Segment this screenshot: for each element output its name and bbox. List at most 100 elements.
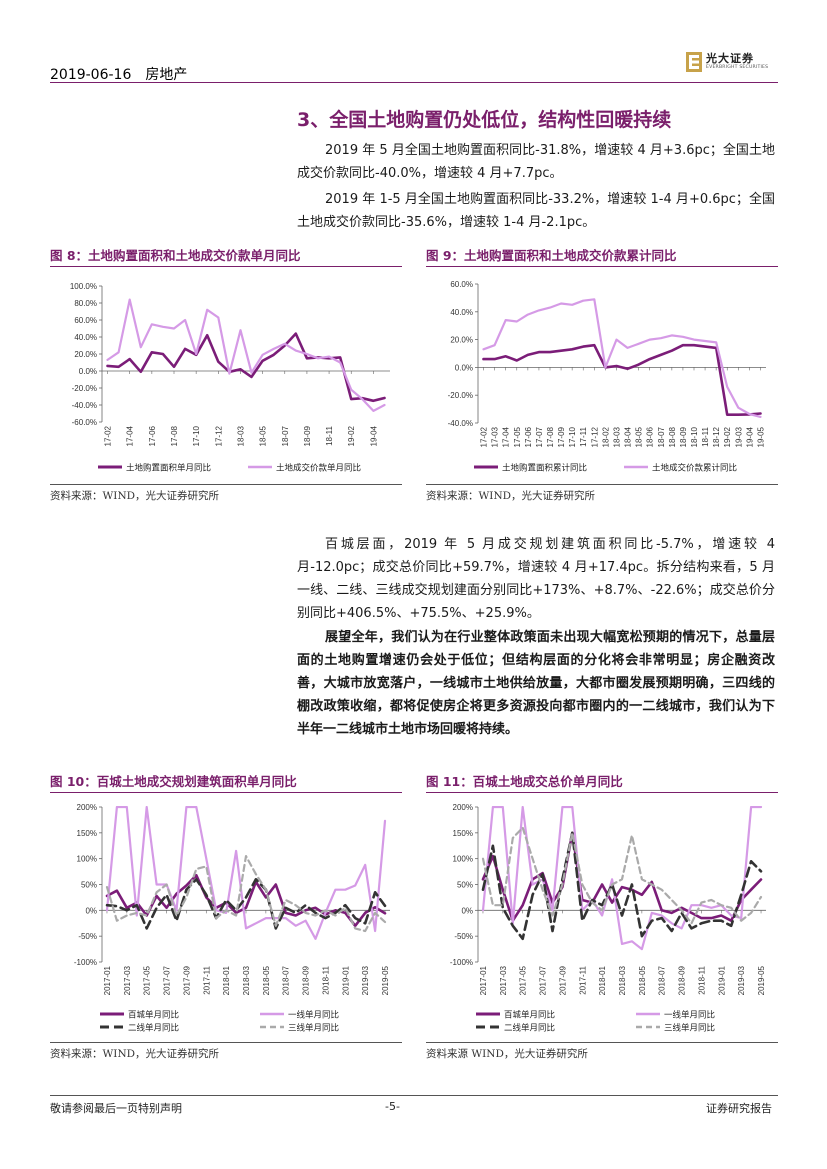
x-tick-label: 18-05: [635, 426, 644, 447]
x-tick-label: 17-05: [513, 426, 522, 447]
figure-10-chart: -100% -50% 0% 50% 100% 150% 200% 2017-01 2017-03…: [74, 803, 390, 1033]
x-tick-label: 2018-07: [658, 965, 667, 995]
x-tick-label: 2017-11: [578, 965, 587, 994]
figure-10-source: 资料来源：WIND，光大证券研究所: [50, 1048, 220, 1060]
x-tick-label: 17-06: [148, 425, 157, 446]
x-tick-label: 18-07: [657, 426, 666, 447]
y-tick-label: 150%: [453, 829, 473, 838]
y-tick-label: -20.0%: [72, 384, 97, 393]
x-tick-label: 2019-03: [737, 965, 746, 995]
x-tick-label: 2017-09: [558, 965, 567, 995]
y-tick-label: 0.0%: [79, 367, 97, 376]
series-line: [105, 854, 387, 933]
x-tick-label: 2019-03: [361, 965, 370, 995]
y-tick-label: 150%: [77, 829, 97, 838]
x-tick-label: 18-09: [679, 426, 688, 447]
company-logo: 光大证券 EVERBRIGHT SECURITIES: [686, 52, 768, 72]
x-tick-label: 18-07: [281, 425, 290, 446]
x-tick-label: 19-02: [723, 426, 732, 447]
x-tick-label: 19-04: [745, 426, 754, 447]
logo-icon: [686, 52, 702, 72]
x-tick-label: 2018-11: [321, 965, 330, 994]
x-tick-label: 2018-03: [618, 965, 627, 995]
logo-name-cn: 光大证券: [706, 52, 754, 66]
series-line: [482, 298, 762, 418]
y-tick-label: -50%: [454, 932, 473, 941]
x-tick-label: 17-02: [104, 425, 113, 446]
x-tick-label: 2019-05: [757, 965, 766, 995]
x-tick-label: 17-04: [502, 426, 511, 447]
legend-label: 土地购置面积累计同比: [502, 463, 587, 473]
x-tick-label: 2018-01: [598, 965, 607, 995]
y-tick-label: 200%: [77, 803, 97, 812]
y-tick-label: 100%: [453, 855, 473, 864]
x-tick-label: 18-08: [668, 426, 677, 447]
series-line: [105, 873, 387, 928]
y-tick-label: 200%: [453, 803, 473, 812]
legend-label: 百城单月同比: [128, 1010, 179, 1020]
x-tick-label: 2017-01: [479, 965, 488, 995]
y-tick-label: 20.0%: [74, 350, 97, 359]
y-tick-label: 20.0%: [450, 336, 473, 345]
x-tick-label: 17-12: [590, 426, 599, 447]
x-tick-label: 17-10: [192, 425, 201, 446]
y-tick-label: 0%: [85, 906, 97, 915]
figure-11-chart: -100% -50% 0% 50% 100% 150% 200% 2017-01 2017-03…: [450, 803, 766, 1033]
x-tick-label: 18-03: [612, 426, 621, 447]
legend-label: 百城单月同比: [504, 1010, 555, 1020]
figure-9-bottom-rule: [426, 484, 778, 485]
x-tick-label: 19-03: [734, 426, 743, 447]
figure-8-title: 图 8：土地购置面积和土地成交价款单月同比: [50, 248, 301, 263]
x-tick-label: 2017-03: [123, 965, 132, 995]
x-tick-label: 18-10: [690, 426, 699, 447]
y-tick-label: 40.0%: [74, 333, 97, 342]
figure-9-source: 资料来源：WIND，光大证券研究所: [426, 490, 596, 502]
x-tick-label: 2017-07: [539, 965, 548, 995]
x-tick-label: 17-04: [126, 425, 135, 446]
paragraph-hundred-cities: 百城层面，2019 年 5 月成交规划建筑面积同比-5.7%，增速较 4 月-1…: [297, 533, 775, 625]
figure-9-top-rule: [426, 266, 778, 267]
section-title: 3、全国土地购置仍处低位，结构性回暖持续: [297, 109, 672, 131]
x-tick-label: 19-05: [756, 426, 765, 447]
x-tick-label: 2019-01: [341, 965, 350, 995]
footer-report-type: 证券研究报告: [706, 1102, 772, 1115]
report-category: 房地产: [145, 67, 188, 83]
y-tick-label: 100%: [77, 855, 97, 864]
y-tick-label: 50%: [457, 881, 473, 890]
figure-8-bottom-rule: [50, 484, 402, 485]
y-tick-label: 60.0%: [450, 280, 473, 289]
x-tick-label: 2017-07: [163, 965, 172, 995]
legend-label: 一线单月同比: [664, 1010, 715, 1020]
figure-11-source: 资料来源 WIND，光大证券研究所: [426, 1048, 588, 1060]
x-tick-label: 2017-11: [202, 965, 211, 994]
x-tick-label: 18-02: [601, 426, 610, 447]
report-header: 2019-06-16 房地产: [50, 64, 201, 84]
x-tick-label: 17-03: [491, 426, 500, 447]
paragraph-national-cumulative: 2019 年 1-5 月全国土地购置面积同比-33.2%，增速较 1-4 月+0…: [297, 188, 775, 234]
x-tick-label: 2017-01: [103, 965, 112, 995]
x-tick-label: 17-02: [480, 426, 489, 447]
x-tick-label: 2018-07: [282, 965, 291, 995]
y-tick-label: -40.0%: [72, 401, 97, 410]
legend-label: 二线单月同比: [504, 1023, 555, 1033]
x-tick-label: 2018-01: [222, 965, 231, 995]
series-line: [106, 332, 386, 403]
x-tick-label: 18-09: [303, 425, 312, 446]
footer-disclaimer-link[interactable]: 敬请参阅最后一页特别声明: [50, 1102, 182, 1115]
figure-9-chart: -40.0%-20.0%0.0%20.0%40.0%60.0%17-02 17-0…: [448, 280, 766, 473]
y-tick-label: -40.0%: [448, 419, 473, 428]
series-line: [481, 831, 763, 922]
legend-label: 三线单月同比: [664, 1023, 715, 1033]
legend-label: 土地成交价款累计同比: [652, 463, 737, 473]
x-tick-label: 19-04: [369, 425, 378, 446]
y-tick-label: 80.0%: [74, 299, 97, 308]
figure-11-top-rule: [426, 792, 778, 793]
x-tick-label: 2018-09: [678, 965, 687, 995]
x-tick-label: 2017-09: [182, 965, 191, 995]
x-tick-label: 18-05: [259, 425, 268, 446]
figure-8-source: 资料来源：WIND，光大证券研究所: [50, 490, 220, 502]
series-line: [481, 806, 763, 951]
paragraph-text: 展望全年，我们认为在行业整体政策面未出现大幅宽松预期的情况下，总量层面的土地购置…: [297, 630, 775, 737]
y-tick-label: 60.0%: [74, 316, 97, 325]
y-tick-label: -100%: [450, 958, 473, 967]
